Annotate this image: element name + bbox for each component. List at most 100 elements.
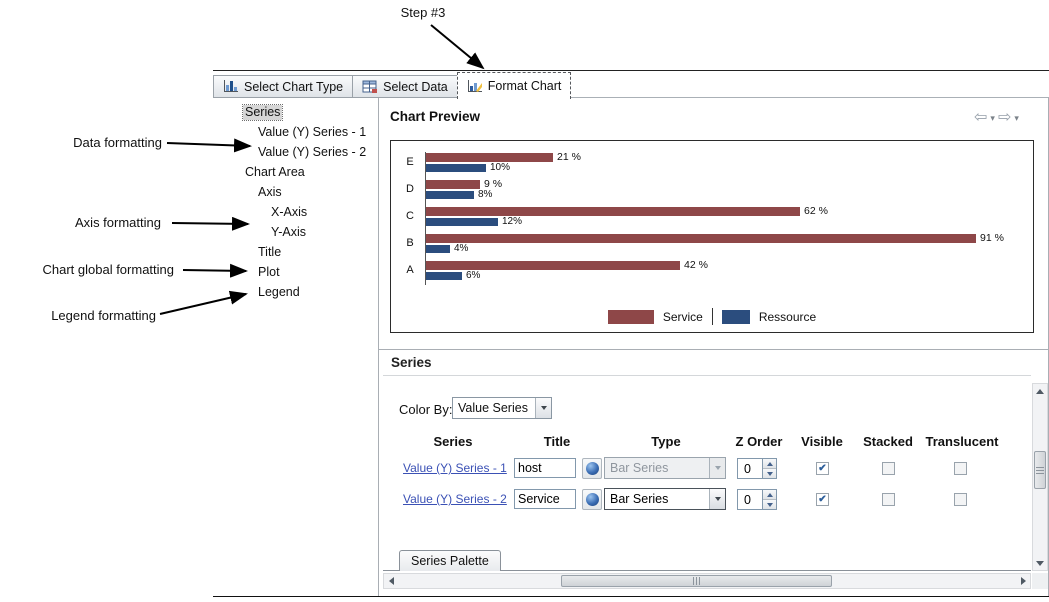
- scroll-down-icon: [1036, 560, 1044, 566]
- chart-bars: E 21 % 10% D 9 % 8% C 62 % 12% B 91 % 4% A 42 % 6%: [391, 141, 1033, 332]
- tab-select-data[interactable]: Select Data: [352, 75, 458, 98]
- chevron-down-icon: [709, 458, 725, 478]
- back-menu-caret-icon[interactable]: ▾: [990, 113, 995, 123]
- callout-axis-formatting: Axis formatting: [75, 215, 161, 230]
- select-chart-type-icon: [224, 80, 238, 92]
- tree-item-title[interactable]: Title: [213, 243, 377, 263]
- legend-label: Service: [662, 309, 703, 324]
- column-header-title: Title: [543, 434, 571, 449]
- forward-button[interactable]: ⇨: [997, 109, 1012, 126]
- bar-value-label: 12%: [502, 216, 523, 227]
- color-by-select[interactable]: Value Series: [452, 397, 552, 419]
- bar-service: [426, 207, 800, 216]
- series-section-title: Series: [391, 355, 432, 370]
- z-order-input-2[interactable]: [737, 489, 762, 510]
- bar-ressource: [426, 218, 498, 226]
- title-input-2[interactable]: [514, 489, 576, 509]
- visible-checkbox-1[interactable]: [816, 462, 829, 475]
- tab-format-chart[interactable]: Format Chart: [456, 72, 572, 99]
- tree-item-series[interactable]: Series: [213, 103, 377, 123]
- chart-preview-title: Chart Preview: [390, 109, 481, 124]
- tab-select-chart-type[interactable]: Select Chart Type: [213, 75, 354, 98]
- type-value-1: Bar Series: [610, 461, 669, 475]
- tree-item-label: Axis: [258, 185, 282, 199]
- tree-item-value-y-series-2[interactable]: Value (Y) Series - 2: [213, 143, 377, 163]
- tree-item-label: Title: [258, 245, 282, 259]
- horizontal-scrollbar[interactable]: [383, 573, 1031, 589]
- tree-item-label: Series: [241, 104, 284, 121]
- bar-value-label: 6%: [466, 270, 481, 281]
- scroll-down-button[interactable]: [1033, 556, 1047, 570]
- spin-up-icon[interactable]: [763, 490, 776, 499]
- vertical-scrollbar-thumb[interactable]: [1034, 451, 1046, 489]
- dialog-bottom-border: [213, 596, 1049, 597]
- globe-icon: [585, 462, 599, 475]
- series-link-2[interactable]: Value (Y) Series - 2: [403, 492, 507, 506]
- tree-item-value-y-series-1[interactable]: Value (Y) Series - 1: [213, 123, 377, 143]
- category-label: B: [406, 237, 414, 249]
- scroll-right-icon: [1020, 577, 1026, 585]
- category-label: A: [406, 264, 414, 276]
- thumb-grip-icon: [692, 577, 701, 585]
- legend-label: Ressource: [758, 309, 817, 324]
- column-header-series: Series: [433, 434, 473, 449]
- format-chart-tree: Series Value (Y) Series - 1 Value (Y) Seri…: [213, 103, 377, 303]
- translucent-checkbox-2[interactable]: [954, 493, 967, 506]
- externalize-text-button-2[interactable]: [582, 489, 602, 510]
- horizontal-scrollbar-thumb[interactable]: [561, 575, 832, 587]
- bar-ressource: [426, 272, 462, 280]
- scroll-up-button[interactable]: [1033, 384, 1047, 398]
- scrollbar-corner: [1032, 573, 1048, 589]
- series-palette-tab[interactable]: Series Palette: [399, 550, 501, 571]
- vertical-scrollbar[interactable]: [1032, 383, 1048, 571]
- externalize-text-button-1[interactable]: [582, 458, 602, 479]
- scroll-up-icon: [1036, 388, 1044, 394]
- tree-item-label: Value (Y) Series - 2: [258, 145, 367, 159]
- column-header-type: Type: [651, 434, 681, 449]
- back-button[interactable]: ⇦: [974, 109, 988, 126]
- spin-up-icon[interactable]: [763, 459, 776, 468]
- spinner-buttons: [762, 489, 777, 510]
- visible-checkbox-2[interactable]: [816, 493, 829, 506]
- tree-item-label: Chart Area: [245, 165, 305, 179]
- chart-category-group: E 21 % 10%: [406, 151, 581, 173]
- forward-menu-caret-icon[interactable]: ▾: [1014, 113, 1019, 123]
- bar-value-label: 21 %: [557, 151, 581, 164]
- legend-divider: [711, 308, 713, 325]
- tree-item-label: Y-Axis: [271, 225, 306, 239]
- palette-tab-baseline: [383, 570, 1031, 571]
- series-link-1[interactable]: Value (Y) Series - 1: [403, 461, 507, 475]
- scroll-left-button[interactable]: [384, 574, 398, 588]
- stacked-checkbox-2[interactable]: [882, 493, 895, 506]
- z-order-input-1[interactable]: [737, 458, 762, 479]
- tabbar-underline: [213, 97, 1049, 98]
- spin-down-icon[interactable]: [763, 468, 776, 478]
- stacked-checkbox-1[interactable]: [882, 462, 895, 475]
- bar-ressource: [426, 191, 474, 199]
- tree-item-chart-area[interactable]: Chart Area: [213, 163, 377, 183]
- tree-item-legend[interactable]: Legend: [213, 283, 377, 303]
- column-header-z-order: Z Order: [735, 434, 783, 449]
- tree-item-x-axis[interactable]: X-Axis: [213, 203, 377, 223]
- tree-item-label: Value (Y) Series - 1: [258, 125, 367, 139]
- type-select-1[interactable]: Bar Series: [604, 457, 726, 479]
- bar-service: [426, 261, 680, 270]
- bar-value-label: 91 %: [980, 232, 1004, 245]
- tab-label: Select Chart Type: [244, 79, 344, 94]
- scroll-left-icon: [388, 577, 394, 585]
- z-order-spinner-2[interactable]: [737, 489, 779, 510]
- tree-item-plot[interactable]: Plot: [213, 263, 377, 283]
- wizard-tab-bar: Select Chart Type Select Data Format Cha…: [213, 71, 572, 99]
- type-select-2[interactable]: Bar Series: [604, 488, 726, 510]
- tree-item-y-axis[interactable]: Y-Axis: [213, 223, 377, 243]
- spin-down-icon[interactable]: [763, 499, 776, 509]
- callout-chart-global-formatting: Chart global formatting: [42, 262, 174, 277]
- bar-value-label: 9 %: [484, 178, 503, 191]
- translucent-checkbox-1[interactable]: [954, 462, 967, 475]
- tree-item-label: Plot: [258, 265, 280, 279]
- z-order-spinner-1[interactable]: [737, 458, 779, 479]
- scroll-right-button[interactable]: [1016, 574, 1030, 588]
- bar-value-label: 10%: [490, 162, 511, 173]
- title-input-1[interactable]: [514, 458, 576, 478]
- tree-item-axis[interactable]: Axis: [213, 183, 377, 203]
